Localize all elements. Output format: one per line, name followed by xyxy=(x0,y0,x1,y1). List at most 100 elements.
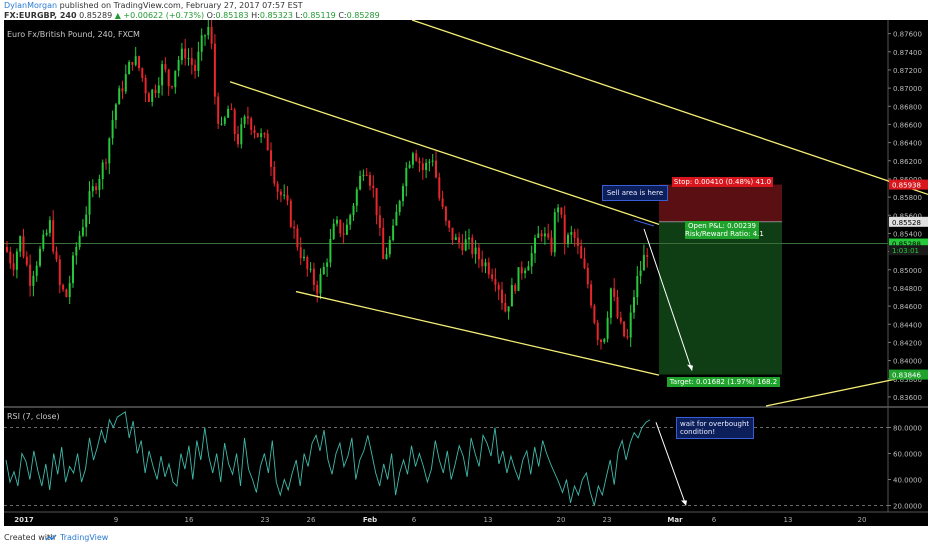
candle xyxy=(392,225,395,241)
price-tick-label: 0.84400 xyxy=(893,321,922,329)
candle xyxy=(289,200,292,227)
candle xyxy=(12,263,15,270)
candle xyxy=(537,233,540,238)
candle xyxy=(141,68,144,78)
candle xyxy=(213,43,216,97)
candle xyxy=(187,58,190,60)
candle xyxy=(339,219,342,234)
candle xyxy=(147,93,150,102)
candle xyxy=(312,268,315,285)
candle xyxy=(6,247,8,252)
price-tick-label: 0.85400 xyxy=(893,230,922,238)
candle xyxy=(382,227,385,259)
candle xyxy=(646,255,649,257)
footer: Created with TradingView xyxy=(0,526,932,550)
candle xyxy=(293,226,296,229)
candle xyxy=(95,186,98,191)
candle xyxy=(408,164,411,168)
candle xyxy=(451,227,454,240)
candle xyxy=(256,133,259,138)
candle xyxy=(388,240,391,255)
candle xyxy=(177,60,180,71)
price-tick-label: 0.84200 xyxy=(893,339,922,347)
candle xyxy=(200,35,203,52)
candle xyxy=(230,108,233,110)
candle xyxy=(131,61,134,65)
candle xyxy=(530,253,533,267)
chart-svg[interactable]: Euro Fx/British Pound, 240, FXCM RSI (7,… xyxy=(4,20,928,526)
candle xyxy=(237,133,239,145)
candle xyxy=(55,251,58,260)
candle xyxy=(378,215,381,228)
candle xyxy=(421,163,424,171)
candle xyxy=(464,239,467,251)
candle xyxy=(583,258,586,268)
time-tick-label: 13 xyxy=(484,516,493,524)
candle xyxy=(352,205,355,216)
channel-line-2 xyxy=(295,290,660,376)
rsi-pane-title: RSI (7, close) xyxy=(7,412,60,421)
candle xyxy=(639,270,642,276)
candle xyxy=(180,48,183,61)
published-text: published on TradingView.com, February 2… xyxy=(59,1,303,10)
candle xyxy=(570,232,573,235)
price-tick-label: 0.87400 xyxy=(893,49,922,57)
candle xyxy=(246,116,249,119)
candle xyxy=(629,312,632,338)
author-link[interactable]: DylanMorgan xyxy=(4,1,58,10)
ohlc-high: 0.85323 xyxy=(259,11,293,20)
rsi-annotation[interactable]: wait for overbought condition! xyxy=(676,417,754,439)
candle xyxy=(441,198,444,207)
candle xyxy=(385,254,388,259)
candle xyxy=(194,64,197,71)
price-tick-label: 0.85600 xyxy=(893,212,922,220)
candle xyxy=(75,246,78,256)
candle xyxy=(623,321,626,337)
candle xyxy=(204,35,206,37)
time-tick-label: 20 xyxy=(858,516,867,524)
chart-header: DylanMorgan published on TradingView.com… xyxy=(0,0,932,20)
risk-reward-text: Risk/Reward Ratio: 4.1 xyxy=(685,230,764,238)
candle xyxy=(279,191,282,196)
price-label-entry: 0.85528 xyxy=(892,219,921,227)
price-label-bg xyxy=(889,216,928,227)
chart-area[interactable]: Euro Fx/British Pound, 240, FXCM RSI (7,… xyxy=(4,20,928,526)
candle xyxy=(306,256,309,269)
candle xyxy=(91,186,94,192)
price-change: ▲ +0.00622 (+0.73%) xyxy=(114,11,205,20)
sell-area-annotation[interactable]: Sell area is here xyxy=(602,185,668,201)
candle xyxy=(550,237,553,253)
price-tick-label: 0.83600 xyxy=(893,394,922,402)
candle xyxy=(190,58,193,65)
candle xyxy=(52,220,55,252)
candle xyxy=(286,194,289,201)
time-tick-label: Mar xyxy=(667,516,683,524)
candle xyxy=(151,89,154,102)
target-zone xyxy=(659,221,782,375)
candle xyxy=(448,220,451,228)
candle xyxy=(253,129,256,134)
tradingview-logo-icon xyxy=(45,534,57,541)
symbol-quote-line: FX:EURGBP, 240 0.85289 ▲ +0.00622 (+0.73… xyxy=(4,11,380,21)
candle xyxy=(514,285,517,291)
candle xyxy=(240,124,243,145)
candle xyxy=(524,270,527,274)
candle xyxy=(48,220,51,233)
candle xyxy=(458,237,461,243)
candle xyxy=(296,228,299,248)
candle xyxy=(497,284,500,290)
candle xyxy=(39,248,41,266)
rsi-annotation-text: wait for overbought condition! xyxy=(680,420,750,436)
candle xyxy=(154,89,157,94)
main-pane-title: Euro Fx/British Pound, 240, FXCM xyxy=(7,30,140,39)
candle xyxy=(517,267,520,291)
candle xyxy=(560,207,563,215)
candle xyxy=(210,26,213,44)
stop-label: Stop: 0.00410 (0.48%) 41.0 xyxy=(672,177,773,187)
tradingview-link[interactable]: TradingView xyxy=(60,533,109,542)
candle xyxy=(398,201,401,212)
time-tick-label: 2017 xyxy=(14,516,34,524)
open-pl-text: Open P&L: 0.00239 xyxy=(687,222,757,230)
candle xyxy=(197,51,200,71)
candle xyxy=(319,274,322,294)
